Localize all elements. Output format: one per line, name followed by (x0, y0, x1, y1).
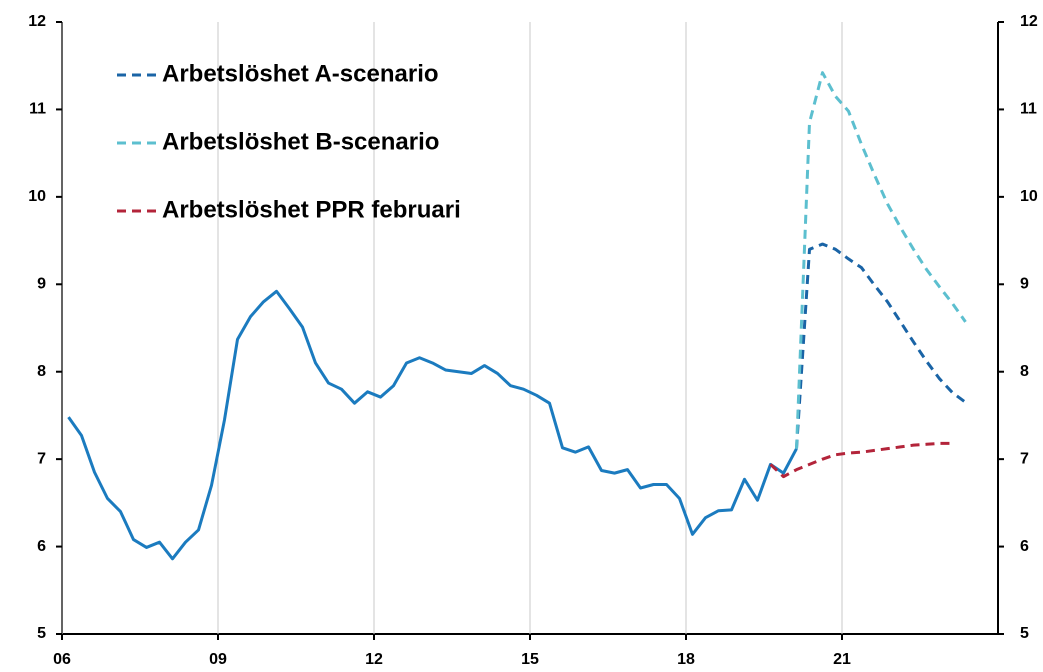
series-line (795, 71, 967, 449)
x-tick-label: 12 (365, 651, 383, 668)
series-line (769, 441, 953, 479)
y-tick-label: 5 (37, 625, 46, 642)
y2-tick-label: 9 (1020, 276, 1029, 293)
legend: Arbetslöshet B-scenario (162, 128, 439, 155)
legend: Arbetslöshet PPR februari (162, 196, 461, 223)
x-tick-label: 06 (53, 651, 71, 668)
y-tick-label: 8 (37, 363, 46, 380)
y2-tick-label: 12 (1020, 13, 1038, 30)
series-line (795, 242, 967, 449)
y2-tick-label: 10 (1020, 188, 1038, 205)
y-tick-label: 6 (37, 538, 46, 555)
series-line (67, 289, 798, 561)
legend: Arbetslöshet A-scenario (162, 60, 439, 87)
x-tick-label: 15 (521, 651, 539, 668)
y-tick-label: 10 (28, 188, 46, 205)
y-tick-label: 7 (37, 450, 46, 467)
y2-tick-label: 11 (1020, 101, 1037, 118)
y2-tick-label: 5 (1020, 625, 1029, 642)
y2-tick-label: 6 (1020, 538, 1029, 555)
y2-tick-label: 7 (1020, 450, 1029, 467)
x-tick-label: 09 (209, 651, 227, 668)
y-tick-label: 11 (29, 101, 46, 118)
x-tick-label: 18 (677, 651, 695, 668)
x-tick-label: 21 (833, 651, 851, 668)
y2-tick-label: 8 (1020, 363, 1029, 380)
y-tick-label: 9 (37, 276, 46, 293)
y-tick-label: 12 (28, 13, 46, 30)
